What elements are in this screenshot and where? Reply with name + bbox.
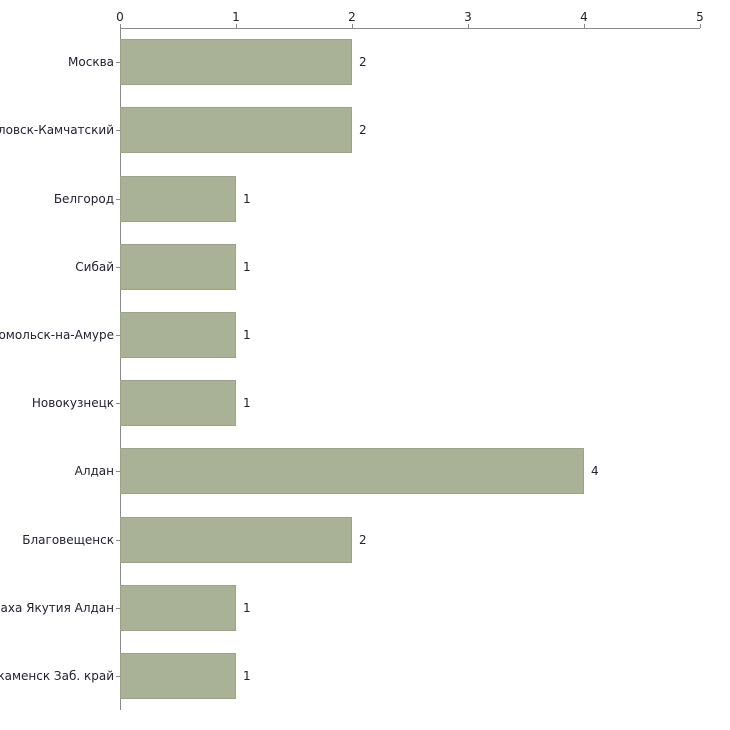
y-tick-mark [116,471,120,473]
bar [120,516,352,563]
bar [120,584,236,631]
x-tick-mark [700,24,701,28]
x-tick-mark [120,24,121,28]
bar [120,107,352,154]
x-tick-label: 4 [580,10,588,24]
bar [120,652,236,699]
bar [120,39,352,86]
x-tick-mark [584,24,585,28]
bar-value-label: 4 [591,464,599,479]
y-tick-mark [116,266,120,268]
x-tick-label: 2 [348,10,356,24]
plot-area [120,28,700,710]
bar [120,243,236,290]
y-tick-mark [116,130,120,132]
bar-category-label: Алдан [74,464,114,479]
bar-category-label: Саха Якутия Алдан [0,600,114,615]
bar-category-label: Москва [68,55,114,70]
y-tick-mark [116,539,120,541]
bar-value-label: 1 [243,259,251,274]
bar-category-label: мсомольск-на-Амуре [0,327,114,342]
bar-value-label: 2 [359,123,367,138]
x-tick-label: 3 [464,10,472,24]
bar-value-label: 1 [243,396,251,411]
bar [120,448,584,495]
y-tick-mark [116,607,120,609]
x-tick-label: 5 [696,10,704,24]
bar-category-label: Благовещенск [22,532,114,547]
x-tick-mark [468,24,469,28]
bar-category-label: павловск-Камчатский [0,123,114,138]
bar-category-label: Белгород [53,191,114,206]
y-tick-mark [116,198,120,200]
bar-value-label: 1 [243,327,251,342]
x-tick-mark [236,24,237,28]
bar-value-label: 2 [359,532,367,547]
x-tick-label: 1 [232,10,240,24]
bar [120,380,236,427]
y-tick-mark [116,675,120,677]
x-tick-mark [352,24,353,28]
bar [120,311,236,358]
bar-value-label: 1 [243,668,251,683]
y-tick-mark [116,62,120,64]
x-tick-label: 0 [116,10,124,24]
bar-category-label: Новокузнецк [31,396,114,411]
y-tick-mark [116,334,120,336]
bar-value-label: 1 [243,600,251,615]
bar [120,175,236,222]
bar-category-label: Сибай [75,259,114,274]
y-tick-mark [116,403,120,405]
bar-category-label: нокаменск Заб. край [0,668,114,683]
bar-value-label: 1 [243,191,251,206]
bar-value-label: 2 [359,55,367,70]
